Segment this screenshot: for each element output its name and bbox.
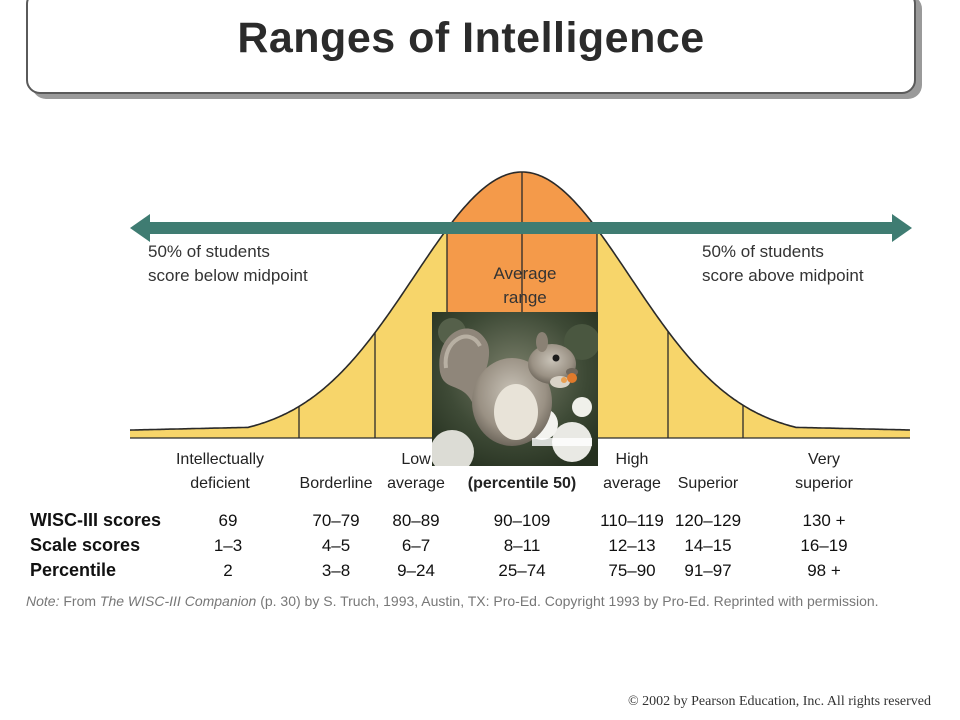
page-title: Ranges of Intelligence — [237, 14, 705, 62]
table-cell: 120–129 — [674, 511, 742, 530]
table-cell: 14–15 — [684, 536, 732, 555]
category-label: Superior — [677, 475, 739, 492]
table-cell: 110–119 — [600, 511, 664, 530]
title-box: Ranges of Intelligence — [26, 0, 916, 94]
table-cell: 4–5 — [321, 536, 351, 555]
category-label: Intellectually deficient — [175, 451, 265, 492]
squirrel-photo — [432, 312, 598, 466]
table-cell: 75–90 — [608, 561, 656, 580]
table-cell: 91–97 — [684, 561, 732, 580]
average-range-label: Average range — [493, 264, 557, 307]
table-cell: 80–89 — [392, 511, 440, 530]
below-midpoint-text: 50% of students score below midpoint — [148, 242, 308, 285]
table-row-label: WISC-III scores — [30, 510, 162, 530]
table-cell: 12–13 — [608, 536, 656, 555]
source-note: Note: From The WISC-III Companion (p. 30… — [26, 593, 879, 609]
table-cell: 6–7 — [401, 536, 431, 555]
above-midpoint-text: 50% of students score above midpoint — [702, 242, 864, 285]
table-row-label: Percentile — [30, 560, 117, 580]
arrow-left-head — [130, 214, 150, 242]
table-cell: 16–19 — [800, 536, 848, 555]
category-label: Borderline — [299, 475, 373, 492]
table-row-label: Scale scores — [30, 535, 141, 555]
table-cell: 9–24 — [397, 561, 435, 580]
category-label: (percentile 50) — [467, 475, 577, 492]
midpoint-arrow-shaft — [146, 222, 896, 234]
bell-curve-outline — [129, 171, 911, 431]
table-cell: 69 — [218, 511, 238, 530]
arrow-right-head — [892, 214, 912, 242]
table-cell: 25–74 — [498, 561, 546, 580]
table-cell: 1–3 — [213, 536, 243, 555]
table-cell: 70–79 — [312, 511, 360, 530]
category-label: High average — [603, 451, 661, 492]
table-cell: 90–109 — [493, 511, 551, 530]
category-label: Very superior — [795, 451, 853, 492]
table-cell: 2 — [223, 561, 233, 580]
copyright: © 2002 by Pearson Education, Inc. All ri… — [628, 694, 932, 709]
table-cell: 8–11 — [503, 536, 541, 555]
category-label: Low average — [387, 451, 445, 492]
table-cell: 98 + — [807, 561, 841, 580]
table-cell: 3–8 — [321, 561, 351, 580]
table-cell: 130 + — [802, 511, 846, 530]
